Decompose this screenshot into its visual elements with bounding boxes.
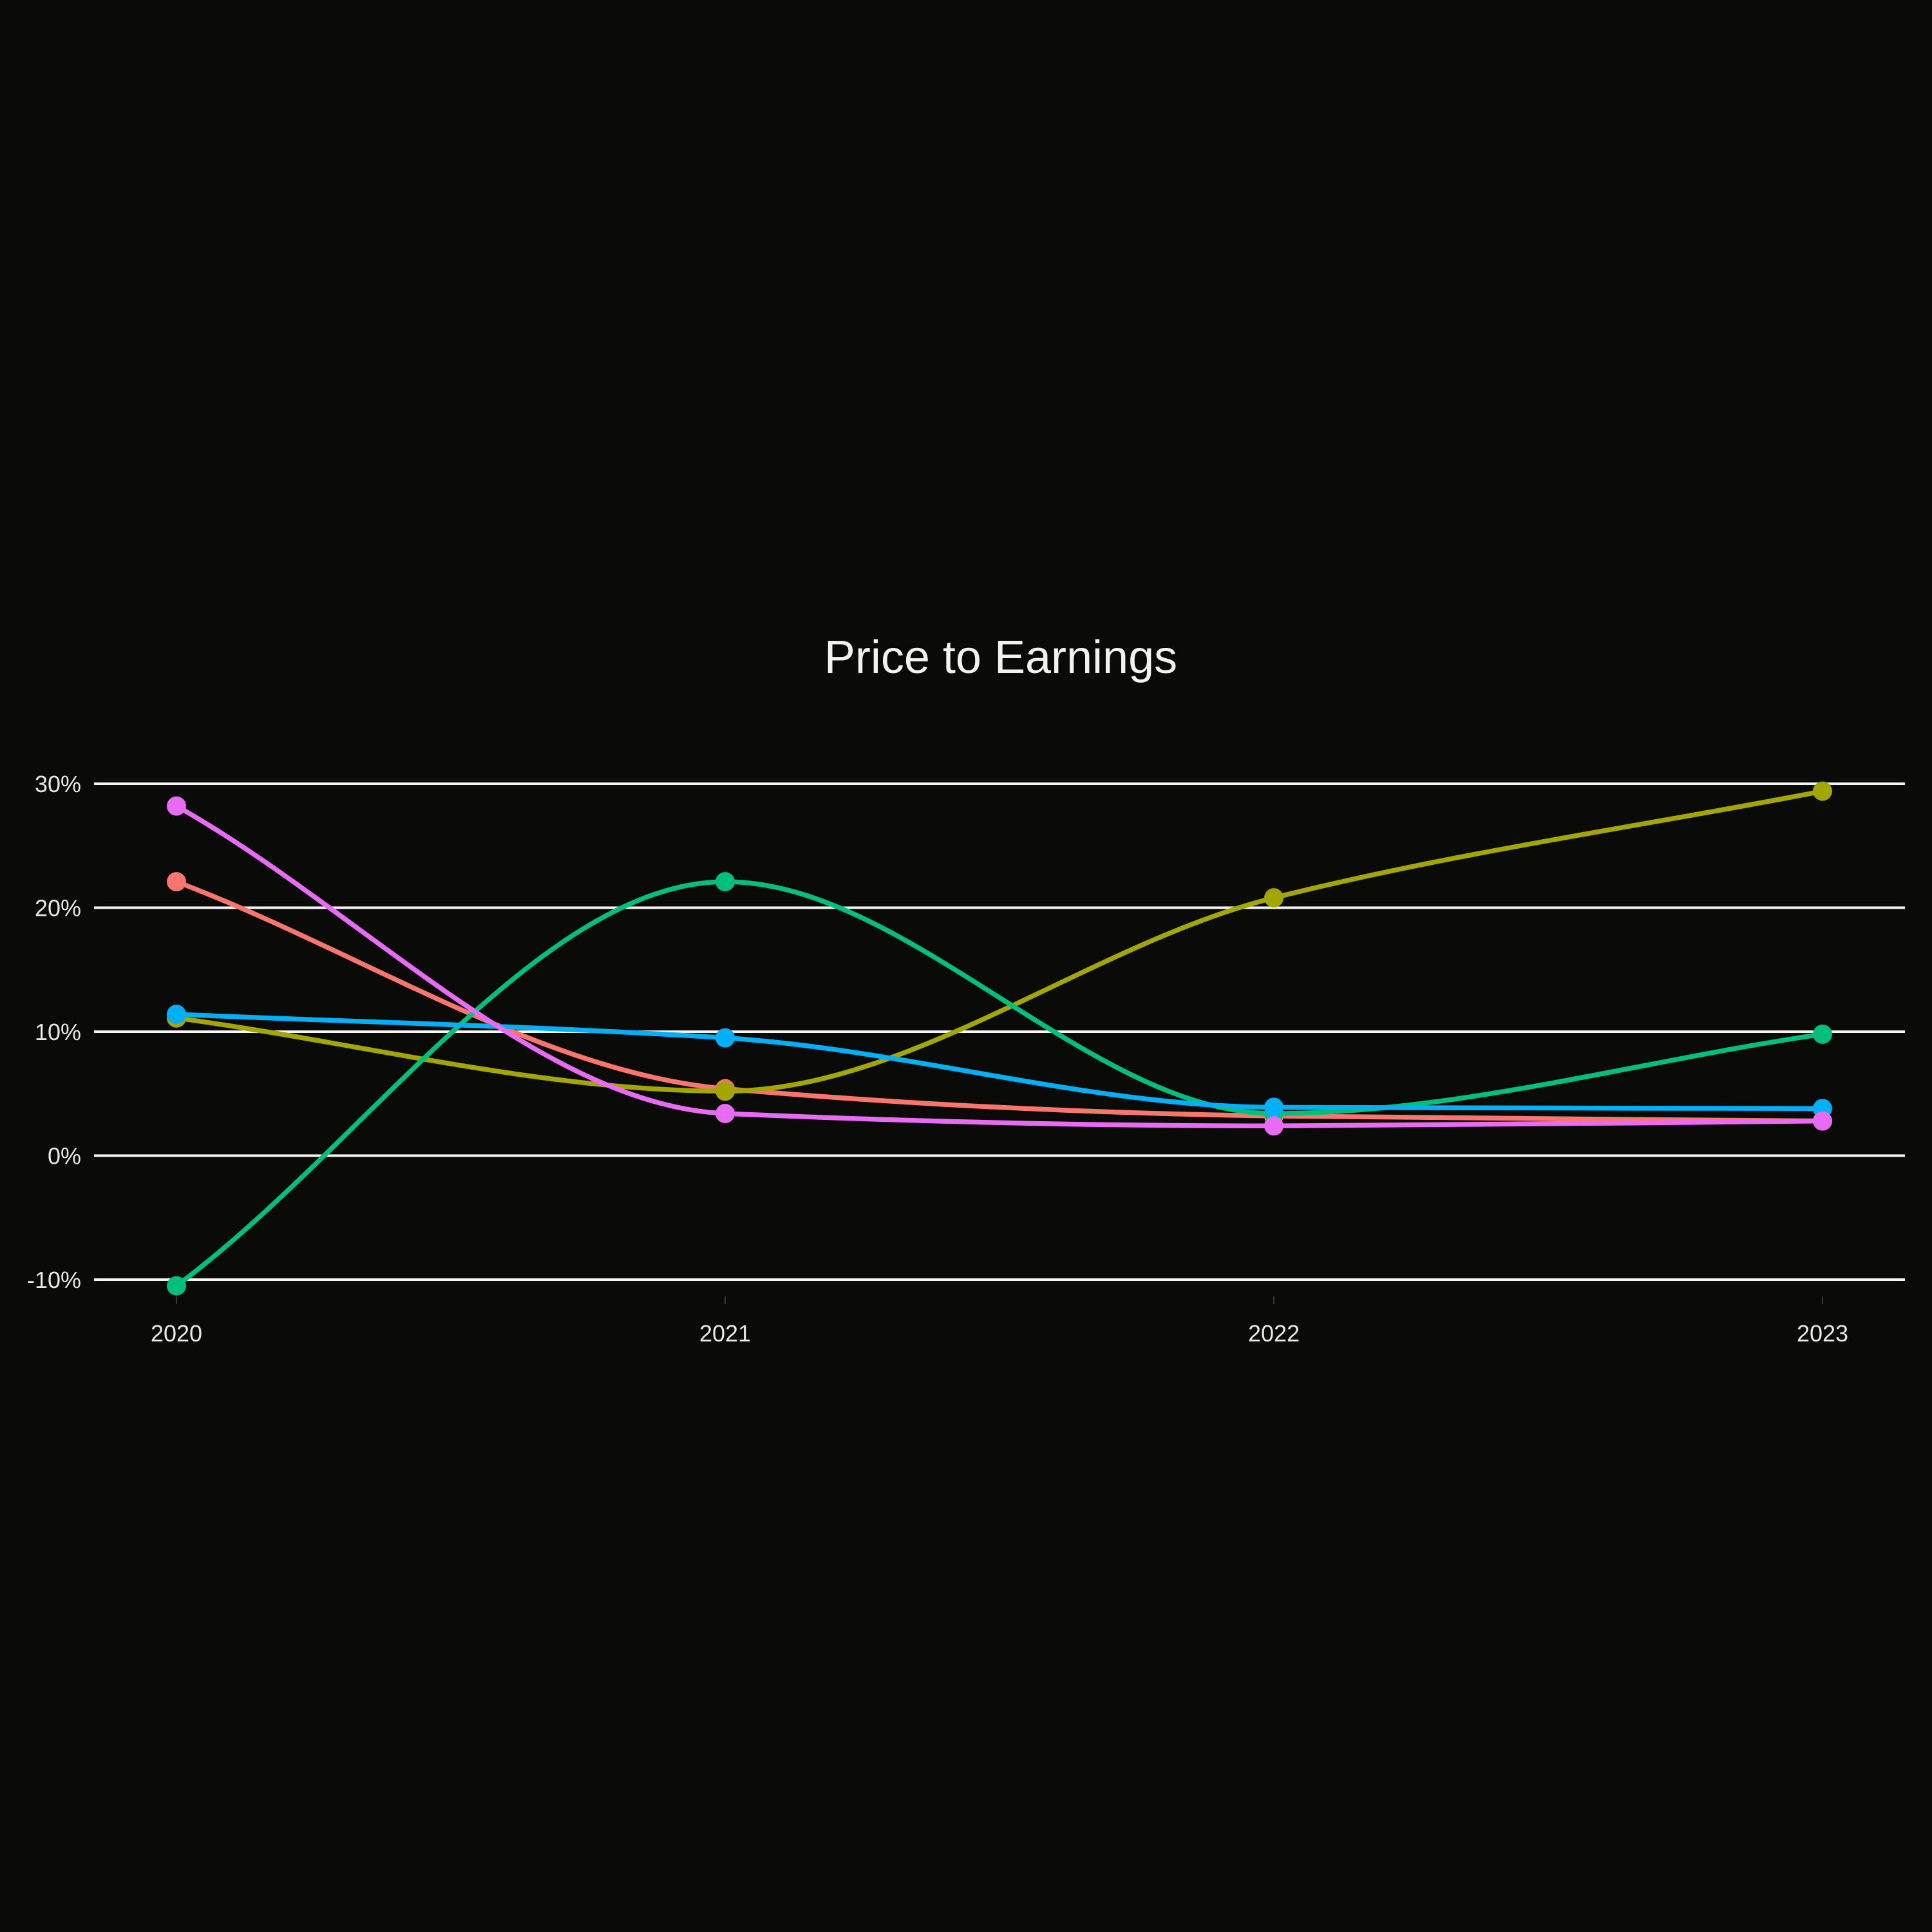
data-point-5-2023 [1813, 1111, 1832, 1131]
data-points [167, 781, 1832, 1296]
x-tick-label: 2021 [699, 1320, 751, 1347]
series-line-3 [174, 879, 1825, 1289]
data-point-3-2021 [715, 872, 735, 892]
data-point-1-2020 [167, 872, 186, 892]
data-point-4-2021 [715, 1028, 735, 1048]
y-tick-label: 30% [35, 771, 81, 797]
y-tick-label: 20% [35, 895, 81, 922]
data-point-5-2020 [167, 796, 186, 816]
data-point-4-2020 [167, 1005, 186, 1025]
y-tick-label: 0% [48, 1143, 81, 1170]
gridlines [94, 782, 1905, 1281]
series-line-1 [174, 879, 1825, 1124]
data-point-2-2023 [1813, 781, 1832, 801]
data-point-3-2020 [167, 1276, 186, 1296]
chart-title: Price to Earnings [824, 632, 1177, 683]
x-tick-label: 2022 [1248, 1320, 1300, 1347]
data-point-4-2022 [1264, 1097, 1283, 1117]
y-axis: -10% 0% 10% 20% 30% [27, 771, 81, 1293]
data-point-5-2022 [1264, 1116, 1283, 1136]
data-point-2-2022 [1264, 888, 1283, 908]
data-point-2-2021 [715, 1081, 735, 1101]
series-line-2 [174, 788, 1825, 1094]
y-tick-label: -10% [27, 1267, 81, 1293]
x-tick-label: 2020 [151, 1320, 202, 1347]
data-point-5-2021 [715, 1104, 735, 1124]
series-lines [174, 788, 1825, 1289]
series-line-5 [174, 803, 1825, 1129]
y-tick-label: 10% [35, 1019, 81, 1045]
x-axis: 2020 2021 2022 2023 [151, 1296, 1848, 1347]
series-line-4 [174, 1012, 1825, 1112]
data-point-3-2023 [1813, 1024, 1832, 1044]
x-tick-label: 2023 [1797, 1320, 1848, 1347]
